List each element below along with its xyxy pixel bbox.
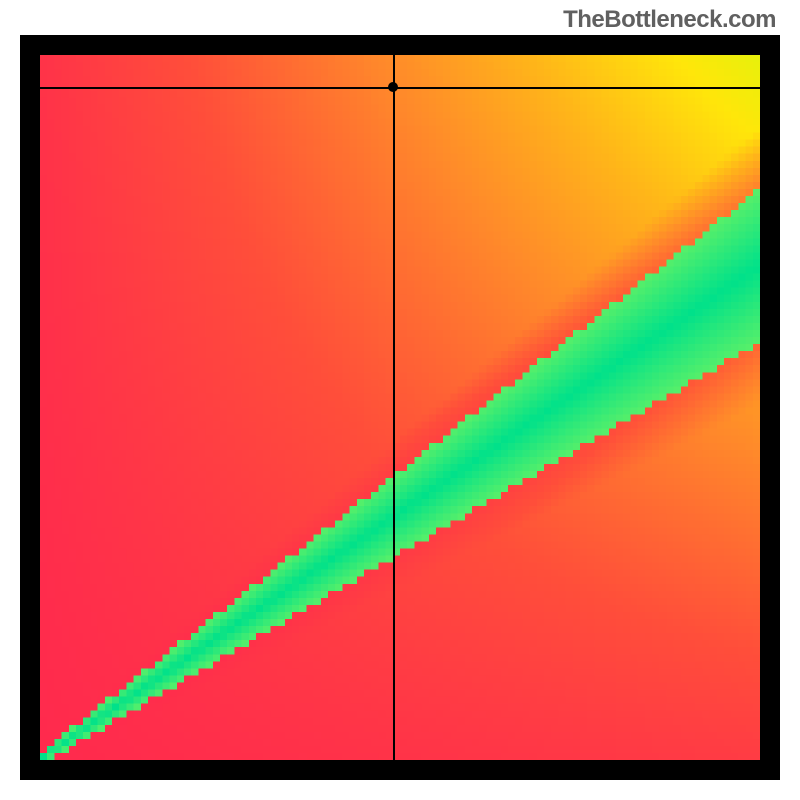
bottleneck-heatmap bbox=[40, 55, 760, 760]
watermark-text: TheBottleneck.com bbox=[563, 6, 776, 34]
crosshair-vertical bbox=[393, 55, 395, 760]
root-container: TheBottleneck.com bbox=[0, 0, 800, 800]
crosshair-marker bbox=[388, 82, 398, 92]
plot-frame bbox=[20, 35, 780, 780]
crosshair-horizontal bbox=[40, 87, 760, 89]
plot-inner bbox=[40, 55, 760, 760]
